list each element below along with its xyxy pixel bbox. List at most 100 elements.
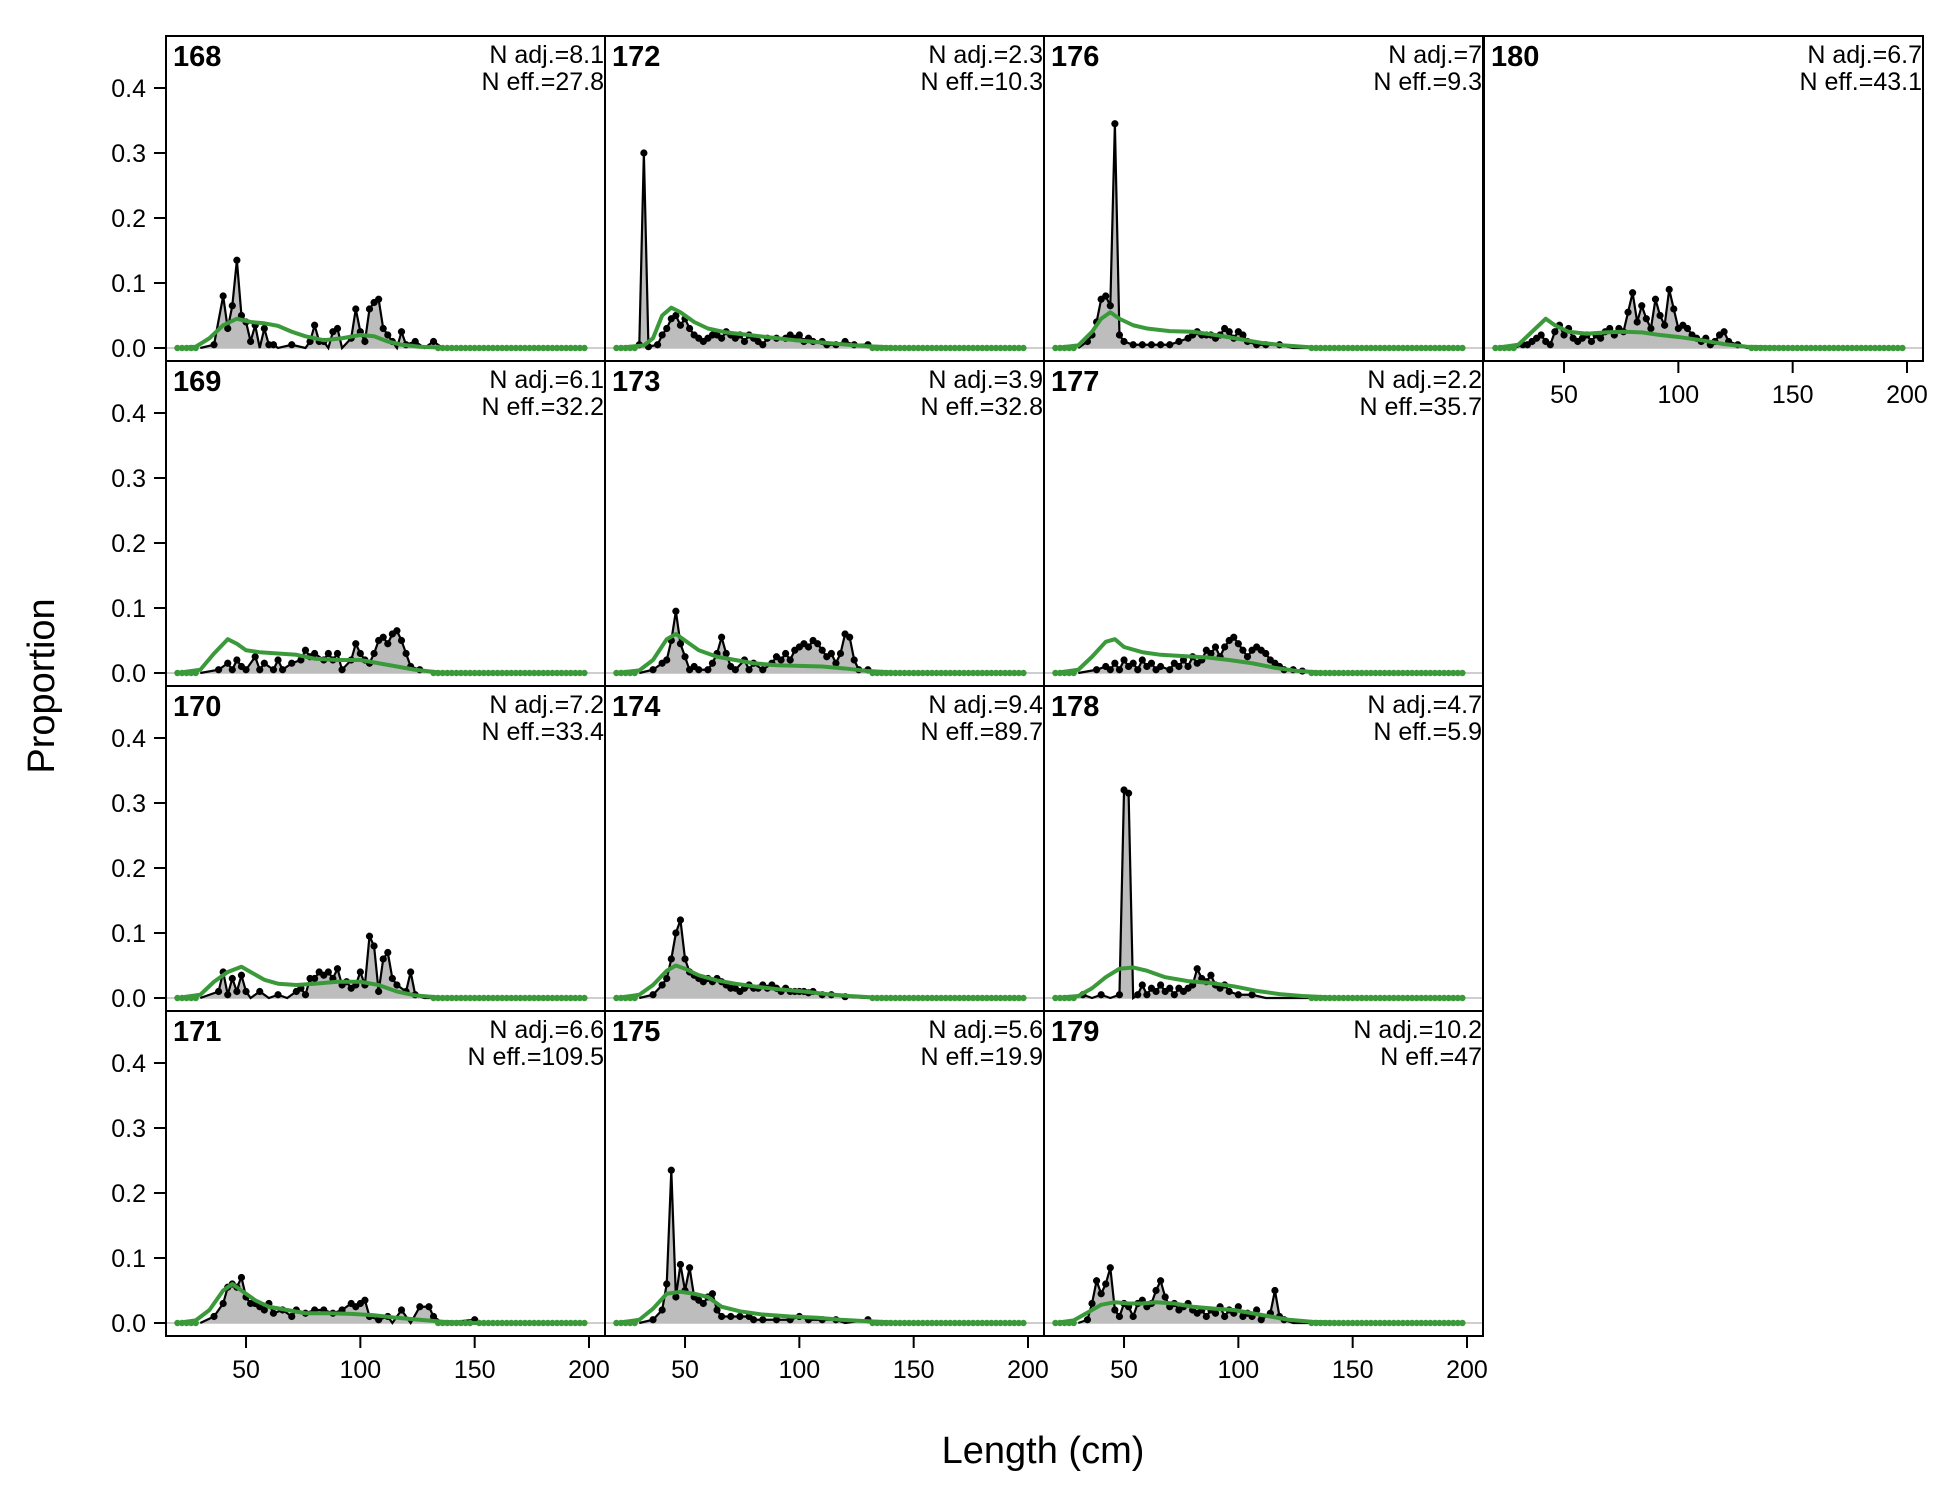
observed-point [1239,646,1247,654]
observed-point [388,974,396,983]
n-eff-label: N eff.=89.7 [920,718,1043,746]
observed-point [1092,666,1101,674]
panel-label: 171 [173,1016,221,1048]
y-tick-label: 0.1 [111,270,146,298]
observed-point [740,337,749,346]
panel-frame [1483,35,1924,362]
observed-point [1587,337,1596,346]
observed-point [750,1316,758,1324]
observed-point [786,656,794,664]
panel-180: 180 N adj.=6.7N eff.=43.1 50 100 150 200 [1483,35,1928,409]
observed-point [658,1306,666,1314]
observed-point [407,968,415,976]
observed-point [1166,984,1174,992]
observed-point [1111,659,1119,667]
observed-point [356,649,364,658]
expected-line [616,632,1024,675]
observed-point [288,341,296,349]
n-eff-label: N eff.=47 [1380,1043,1482,1071]
observed-point [269,1309,278,1317]
observed-point [1134,666,1142,674]
observed-area [200,260,585,348]
observed-point [1221,643,1229,651]
observed-point [695,666,703,674]
observed-point [375,987,383,996]
expected-line [1055,1300,1463,1325]
observed-point [731,666,739,674]
panel-label: 179 [1051,1016,1099,1048]
observed-line [200,260,585,351]
observed-point [237,1273,246,1282]
observed-point [699,1299,707,1308]
panel-label: 168 [173,41,221,73]
observed-point [1211,1309,1220,1317]
expected-line [616,963,1024,1000]
y-tick-label: 0.1 [111,595,146,623]
observed-point [384,640,392,648]
observed-point [1097,991,1105,999]
y-tick-label: 0.1 [111,920,146,948]
observed-point [663,324,671,333]
observed-point [260,324,268,333]
observed-point [375,1316,383,1324]
x-tick-label: 50 [1110,1356,1138,1384]
panel-172: 172 N adj.=2.3N eff.=10.3 [604,35,1045,362]
n-adj-label: N adj.=6.7 [1807,41,1922,69]
observed-point [324,649,332,658]
n-eff-label: N eff.=32.8 [920,393,1043,421]
observed-point [836,649,845,658]
observed-point [846,633,854,641]
observed-point [672,1293,680,1301]
observed-area [634,153,1024,348]
observed-point [736,1312,744,1321]
observed-point [311,321,319,329]
observed-area [1078,1267,1463,1323]
observed-point [1157,1277,1165,1285]
n-adj-label: N adj.=10.2 [1353,1016,1482,1044]
observed-point [818,646,826,654]
observed-point [1111,1306,1119,1314]
observed-point [1560,331,1568,339]
observed-point [397,328,406,336]
y-tick-label: 0.2 [111,855,146,883]
n-adj-label: N adj.=2.3 [928,41,1043,69]
observed-point [1262,649,1270,658]
observed-point [288,1312,296,1321]
observed-point [759,1316,767,1324]
observed-point [224,324,232,333]
observed-point [804,643,813,651]
y-tick-label: 0.4 [111,400,146,428]
observed-point [393,981,401,989]
observed-point [672,607,680,615]
expected-line [177,964,585,1000]
x-tick-label: 150 [893,1356,935,1384]
x-tick-label: 50 [671,1356,699,1384]
y-tick-label: 0.0 [111,660,146,688]
n-eff-label: N eff.=35.7 [1359,393,1482,421]
observed-point [640,149,648,157]
n-eff-label: N eff.=5.9 [1373,718,1482,746]
observed-point [279,666,287,674]
x-tick-label: 100 [778,1356,820,1384]
n-adj-label: N adj.=4.7 [1367,691,1482,719]
n-eff-label: N eff.=109.5 [468,1043,604,1071]
observed-point [1124,789,1133,797]
observed-point [1092,1277,1101,1285]
observed-point [210,341,218,349]
observed-point [718,633,726,641]
observed-point [425,1303,433,1311]
panel-179: 179 N adj.=10.2N eff.=47 50 100 150 200 [1043,1010,1488,1384]
panel-label: 174 [612,691,660,723]
observed-point [333,324,342,333]
observed-point [1129,341,1137,349]
y-tick-label: 0.4 [111,75,146,103]
observed-point [1106,302,1114,310]
n-adj-label: N adj.=3.9 [928,366,1043,394]
observed-point [1147,659,1156,667]
observed-point [1157,662,1165,671]
observed-point [233,256,241,264]
observed-area [639,611,1024,673]
observed-point [1665,285,1673,294]
n-eff-label: N eff.=9.3 [1373,68,1482,96]
x-tick-label: 100 [1657,381,1699,409]
